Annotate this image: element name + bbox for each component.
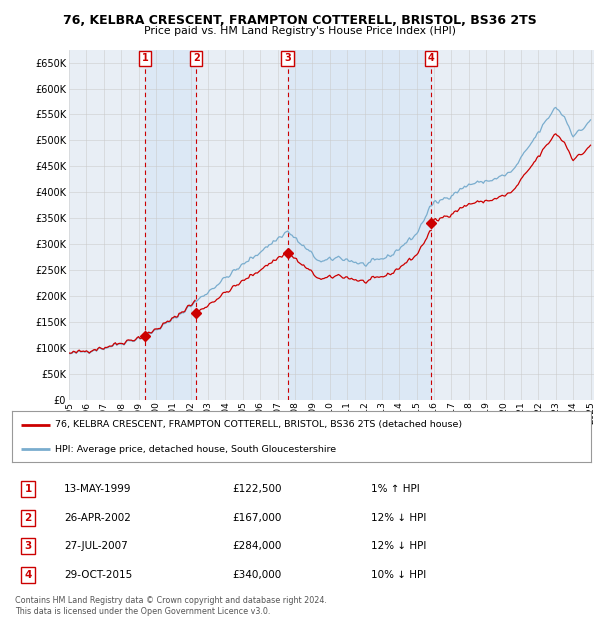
Text: 12% ↓ HPI: 12% ↓ HPI bbox=[371, 541, 427, 551]
Text: Price paid vs. HM Land Registry's House Price Index (HPI): Price paid vs. HM Land Registry's House … bbox=[144, 26, 456, 36]
Text: £284,000: £284,000 bbox=[232, 541, 281, 551]
Text: 27-JUL-2007: 27-JUL-2007 bbox=[64, 541, 128, 551]
Text: 2: 2 bbox=[25, 513, 32, 523]
Text: £167,000: £167,000 bbox=[232, 513, 281, 523]
Text: 76, KELBRA CRESCENT, FRAMPTON COTTERELL, BRISTOL, BS36 2TS (detached house): 76, KELBRA CRESCENT, FRAMPTON COTTERELL,… bbox=[55, 420, 463, 429]
Text: 1: 1 bbox=[25, 484, 32, 494]
Text: £340,000: £340,000 bbox=[232, 570, 281, 580]
Text: 26-APR-2002: 26-APR-2002 bbox=[64, 513, 131, 523]
Text: £122,500: £122,500 bbox=[232, 484, 281, 494]
Text: 2: 2 bbox=[193, 53, 200, 63]
Text: 76, KELBRA CRESCENT, FRAMPTON COTTERELL, BRISTOL, BS36 2TS: 76, KELBRA CRESCENT, FRAMPTON COTTERELL,… bbox=[63, 14, 537, 27]
Text: 10% ↓ HPI: 10% ↓ HPI bbox=[371, 570, 426, 580]
Text: 12% ↓ HPI: 12% ↓ HPI bbox=[371, 513, 427, 523]
Text: 1: 1 bbox=[142, 53, 148, 63]
Text: HPI: Average price, detached house, South Gloucestershire: HPI: Average price, detached house, Sout… bbox=[55, 445, 337, 454]
Text: Contains HM Land Registry data © Crown copyright and database right 2024.
This d: Contains HM Land Registry data © Crown c… bbox=[15, 596, 327, 616]
Text: 3: 3 bbox=[284, 53, 291, 63]
Bar bbox=[287, 50, 431, 400]
Text: 4: 4 bbox=[25, 570, 32, 580]
Bar bbox=[145, 50, 196, 400]
Text: 4: 4 bbox=[428, 53, 434, 63]
Text: 29-OCT-2015: 29-OCT-2015 bbox=[64, 570, 133, 580]
Text: 13-MAY-1999: 13-MAY-1999 bbox=[64, 484, 131, 494]
Text: 1% ↑ HPI: 1% ↑ HPI bbox=[371, 484, 420, 494]
Text: 3: 3 bbox=[25, 541, 32, 551]
